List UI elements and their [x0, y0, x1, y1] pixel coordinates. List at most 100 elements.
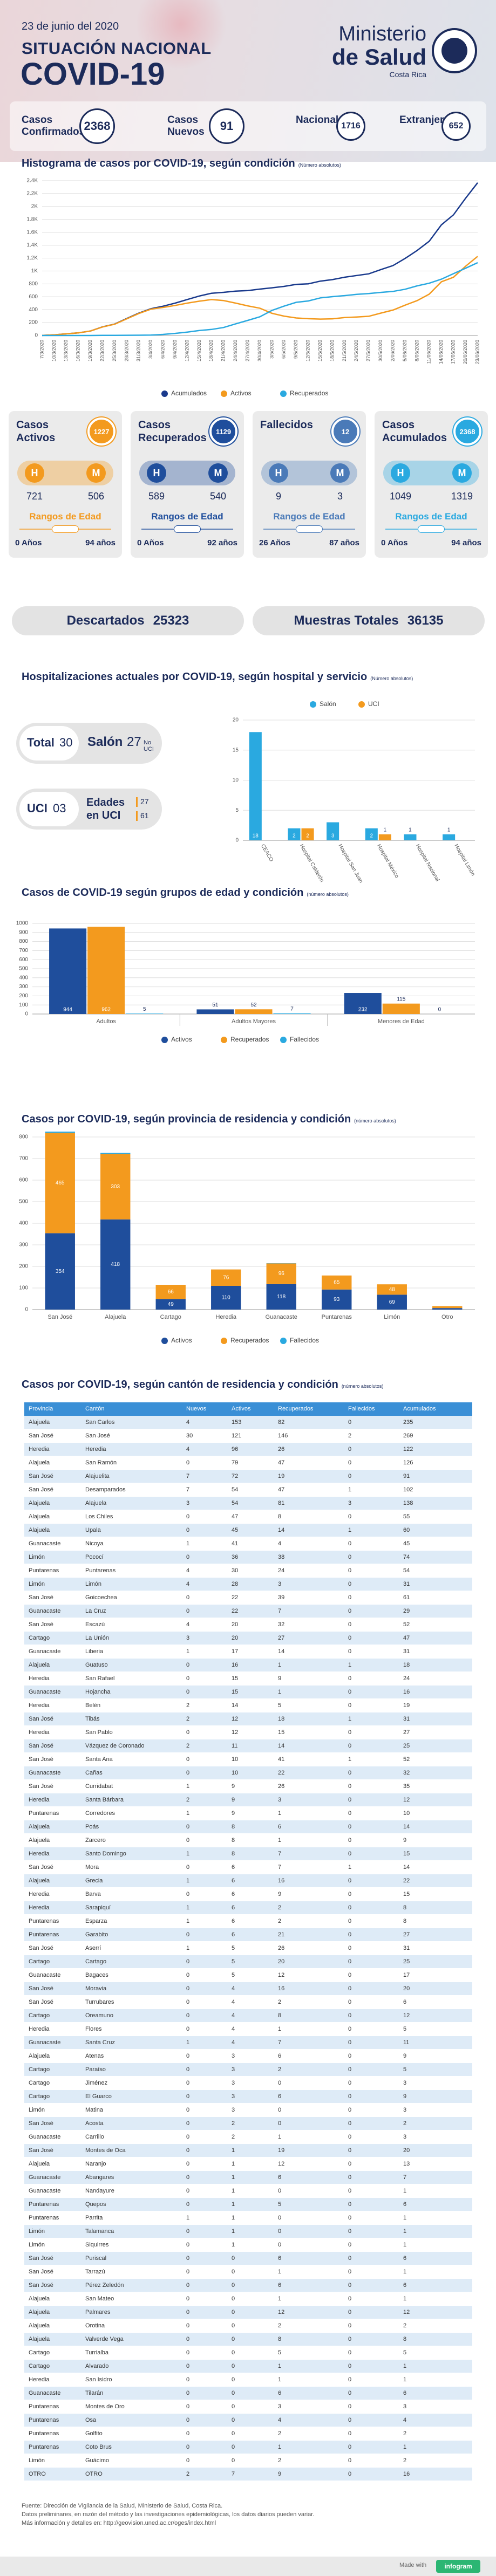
- table-cell: Liberia: [85, 1648, 104, 1655]
- section-note: (Número absolutos): [298, 162, 341, 168]
- x-tick-label: 27/5/2020: [366, 340, 371, 361]
- table-cell: Oreamuno: [85, 2012, 113, 2019]
- table-cell: 22: [232, 1608, 239, 1614]
- brand-badge: infogram: [436, 2560, 480, 2573]
- table-cell: 12: [278, 2161, 285, 2167]
- legend-swatch: [221, 1338, 227, 1344]
- table-cell: 0: [348, 1810, 352, 1817]
- table-cell: Santa Bárbara: [85, 1797, 124, 1803]
- table-cell: 0: [186, 1931, 190, 1938]
- table-cell: 0: [348, 2201, 352, 2208]
- footer-line: Fuente: Dirección de Vigilancia de la Sa…: [22, 2503, 223, 2509]
- table-cell: 79: [232, 1460, 239, 1466]
- table-cell: Desamparados: [85, 1486, 126, 1493]
- logo-emblem: [432, 28, 477, 73]
- bar: [155, 1285, 186, 1299]
- table-cell: 55: [403, 1513, 410, 1520]
- card-title: Casos Activos: [16, 419, 56, 444]
- table-cell: 14: [403, 1864, 410, 1871]
- table-cell: 138: [403, 1500, 413, 1506]
- table-cell: 2: [186, 1743, 190, 1749]
- table-cell: 5: [278, 2349, 282, 2356]
- section-title: Casos por COVID-19, según cantón de resi…: [22, 1379, 338, 1390]
- table-cell: 9: [278, 1891, 282, 1897]
- legend-swatch: [161, 390, 168, 397]
- table-cell: 0: [186, 2296, 190, 2302]
- ages-label: Edades en UCI: [86, 797, 125, 821]
- table-cell: 39: [278, 1594, 285, 1601]
- gender-h: H: [391, 463, 410, 483]
- table-cell: 6: [278, 2053, 282, 2059]
- table-cell: 0: [186, 2201, 190, 2208]
- table-cell: Santa Cruz: [85, 2039, 115, 2046]
- table-cell: 3: [403, 2134, 407, 2140]
- table-cell: Palmares: [85, 2309, 111, 2315]
- section-title: Hospitalizaciones actuales por COVID-19,…: [22, 671, 368, 683]
- table-row: Cartago Jiménez 0 3 0 0 3: [24, 2077, 472, 2090]
- table-cell: 0: [186, 2403, 190, 2410]
- table-cell: Orotina: [85, 2322, 105, 2329]
- data-label: 69: [389, 1299, 396, 1305]
- table-cell: 0: [348, 2039, 352, 2046]
- x-tick-label: 22/3/2020: [99, 340, 105, 361]
- x-tick-label: 21/4/2020: [221, 340, 226, 361]
- table-cell: Alajuela: [29, 2161, 50, 2167]
- gender-m-value: 1319: [451, 491, 473, 502]
- table-cell: 0: [348, 2390, 352, 2396]
- data-label: 76: [223, 1275, 229, 1280]
- table-cell: 1: [348, 1716, 352, 1722]
- y-tick-label: 15: [233, 747, 239, 753]
- table-cell: 0: [186, 1864, 190, 1871]
- table-cell: 102: [403, 1486, 413, 1493]
- table-cell: Guanacaste: [29, 2039, 61, 2046]
- header-title: SITUACIÓN NACIONAL: [22, 39, 212, 58]
- card-badge: 12: [331, 417, 359, 446]
- y-tick-label: 200: [19, 1264, 28, 1270]
- table-cell: Cartago: [29, 2066, 50, 2073]
- legend-label: Recuperados: [230, 1337, 269, 1344]
- data-label: 418: [111, 1262, 120, 1268]
- table-cell: Alajuela: [29, 1460, 50, 1466]
- table-cell: 96: [232, 1446, 239, 1453]
- table-cell: 6: [403, 1999, 407, 2005]
- salon-value: 27: [127, 735, 141, 749]
- table-cell: Alajuela: [29, 1837, 50, 1844]
- table-cell: 0: [186, 2282, 190, 2289]
- x-tick-label: Hospital México: [376, 843, 400, 879]
- age-min: 0 Años: [137, 538, 164, 547]
- table-cell: 0: [348, 1621, 352, 1628]
- made-with: Made with: [399, 2562, 427, 2568]
- column-header: Recuperados: [278, 1406, 314, 1412]
- table-cell: Guácimo: [85, 2457, 110, 2464]
- table-cell: 0: [186, 1756, 190, 1763]
- logo-line1: Ministerio: [338, 23, 426, 45]
- table-cell: 0: [278, 2242, 282, 2248]
- table-cell: 1: [348, 1486, 352, 1493]
- x-tick-label: Menores de Edad: [378, 1018, 425, 1025]
- x-tick-label: Heredia: [215, 1314, 236, 1320]
- hospital-title: Hospitalizaciones actuales por COVID-19,…: [22, 671, 480, 683]
- table-cell: 2: [278, 1918, 282, 1924]
- age-range-title: Rangos de Edad: [151, 511, 223, 522]
- table-cell: 14: [232, 1702, 239, 1709]
- table-cell: La Cruz: [85, 1608, 106, 1614]
- table-cell: 0: [232, 2390, 235, 2396]
- table-cell: 0: [348, 1931, 352, 1938]
- uci-age-max: 61: [140, 811, 149, 820]
- table-row: Heredia Sarapiquí 1 6 2 0 8: [24, 1901, 472, 1915]
- table-cell: 0: [348, 1460, 352, 1466]
- table-cell: Talamanca: [85, 2228, 114, 2235]
- table-cell: 0: [348, 2309, 352, 2315]
- table-cell: 0: [186, 1689, 190, 1695]
- y-tick-label: 1.4K: [26, 242, 38, 248]
- x-tick-label: 23/06/2020: [474, 340, 480, 364]
- table-cell: 0: [348, 2228, 352, 2235]
- table-cell: 0: [278, 2228, 282, 2235]
- table-cell: 121: [232, 1433, 242, 1439]
- table-cell: 0: [348, 1419, 352, 1426]
- table-cell: Limón: [29, 2242, 45, 2248]
- table-cell: 7: [403, 2174, 407, 2181]
- table-cell: Heredia: [29, 1797, 50, 1803]
- table-cell: 7: [278, 1864, 282, 1871]
- table-cell: 0: [186, 1958, 190, 1965]
